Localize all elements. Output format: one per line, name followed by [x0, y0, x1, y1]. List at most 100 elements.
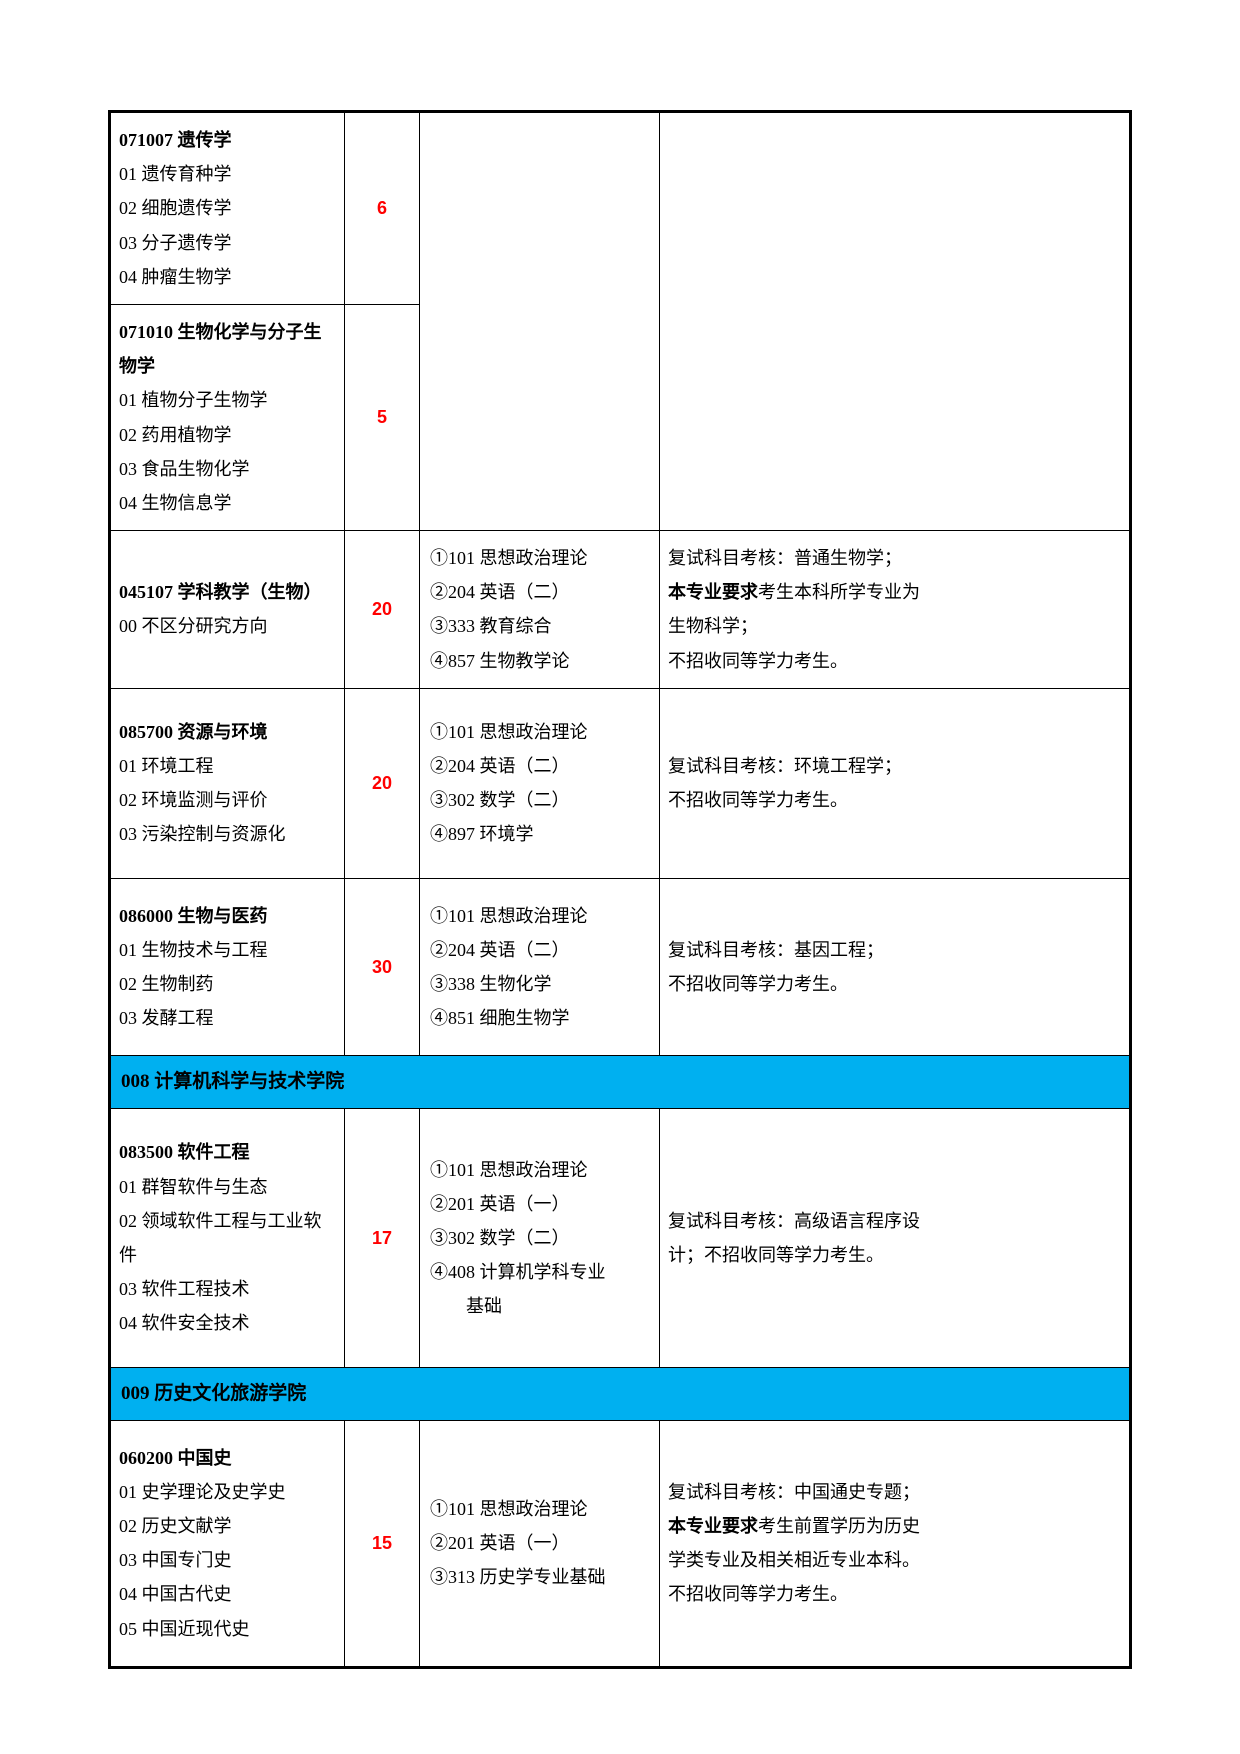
- exam-item: ①101 思想政治理论: [430, 722, 588, 742]
- note-line: 不招收同等学力考生。: [668, 651, 848, 671]
- direction-item: 02 生物制药: [119, 974, 214, 994]
- direction-item: 01 群智软件与生态: [119, 1177, 268, 1197]
- exam-item: ④851 细胞生物学: [430, 1008, 570, 1028]
- section-header-cell: 009 历史文化旅游学院: [110, 1367, 1131, 1420]
- count-cell: 20: [345, 688, 420, 878]
- exam-cell: ①101 思想政治理论 ②204 英语（二） ③333 教育综合 ④857 生物…: [420, 531, 660, 689]
- exam-item: ①101 思想政治理论: [430, 1160, 588, 1180]
- direction-item: 03 食品生物化学: [119, 459, 250, 479]
- exam-item: ③302 数学（二）: [430, 790, 570, 810]
- major-code-title: 071010 生物化学与分子生物学: [119, 322, 322, 376]
- note-line: 生物科学；: [668, 616, 758, 636]
- count-cell: 17: [345, 1109, 420, 1367]
- note-line: 不招收同等学力考生。: [668, 790, 848, 810]
- direction-item: 01 遗传育种学: [119, 164, 232, 184]
- major-code-title: 071007 遗传学: [119, 130, 232, 150]
- exam-cell: [420, 112, 660, 531]
- note-line: 计；不招收同等学力考生。: [668, 1245, 884, 1265]
- table-row: 086000 生物与医药 01 生物技术与工程 02 生物制药 03 发酵工程 …: [110, 878, 1131, 1056]
- major-cell: 071007 遗传学 01 遗传育种学 02 细胞遗传学 03 分子遗传学 04…: [110, 112, 345, 305]
- direction-item: 02 历史文献学: [119, 1516, 232, 1536]
- exam-item: ③313 历史学专业基础: [430, 1567, 606, 1587]
- major-code-title: 060200 中国史: [119, 1448, 232, 1468]
- direction-item: 01 史学理论及史学史: [119, 1482, 286, 1502]
- direction-item: 04 中国古代史: [119, 1584, 232, 1604]
- admission-table: 071007 遗传学 01 遗传育种学 02 细胞遗传学 03 分子遗传学 04…: [108, 110, 1132, 1669]
- direction-item: 01 环境工程: [119, 756, 214, 776]
- exam-item: ②201 英语（一）: [430, 1533, 570, 1553]
- direction-item: 02 细胞遗传学: [119, 198, 232, 218]
- major-cell: 083500 软件工程 01 群智软件与生态 02 领域软件工程与工业软件 03…: [110, 1109, 345, 1367]
- count-cell: 5: [345, 304, 420, 530]
- notes-cell: [660, 112, 1131, 531]
- section-row: 008 计算机科学与技术学院: [110, 1056, 1131, 1109]
- note-line: 复试科目考核：环境工程学；: [668, 756, 902, 776]
- count-cell: 15: [345, 1420, 420, 1667]
- major-code-title: 045107 学科教学（生物）: [119, 582, 322, 602]
- table-row: 045107 学科教学（生物） 00 不区分研究方向 20 ①101 思想政治理…: [110, 531, 1131, 689]
- exam-item: ①101 思想政治理论: [430, 548, 588, 568]
- major-code-title: 083500 软件工程: [119, 1142, 250, 1162]
- major-cell: 060200 中国史 01 史学理论及史学史 02 历史文献学 03 中国专门史…: [110, 1420, 345, 1667]
- direction-item: 03 软件工程技术: [119, 1279, 250, 1299]
- exam-cell: ①101 思想政治理论 ②201 英语（一） ③313 历史学专业基础: [420, 1420, 660, 1667]
- major-cell: 045107 学科教学（生物） 00 不区分研究方向: [110, 531, 345, 689]
- exam-cell: ①101 思想政治理论 ②204 英语（二） ③302 数学（二） ④897 环…: [420, 688, 660, 878]
- exam-item: ②204 英语（二）: [430, 582, 570, 602]
- direction-item: 02 药用植物学: [119, 425, 232, 445]
- note-line: 考生本科所学专业为: [758, 582, 920, 602]
- notes-cell: 复试科目考核：高级语言程序设 计；不招收同等学力考生。: [660, 1109, 1131, 1367]
- major-cell: 086000 生物与医药 01 生物技术与工程 02 生物制药 03 发酵工程: [110, 878, 345, 1056]
- table-row: 085700 资源与环境 01 环境工程 02 环境监测与评价 03 污染控制与…: [110, 688, 1131, 878]
- table-row: 071007 遗传学 01 遗传育种学 02 细胞遗传学 03 分子遗传学 04…: [110, 112, 1131, 305]
- major-cell: 085700 资源与环境 01 环境工程 02 环境监测与评价 03 污染控制与…: [110, 688, 345, 878]
- count-cell: 30: [345, 878, 420, 1056]
- exam-item: ③338 生物化学: [430, 974, 552, 994]
- major-code-title: 085700 资源与环境: [119, 722, 268, 742]
- direction-item: 01 植物分子生物学: [119, 390, 268, 410]
- major-code-title: 086000 生物与医药: [119, 906, 268, 926]
- section-header-cell: 008 计算机科学与技术学院: [110, 1056, 1131, 1109]
- exam-cell: ①101 思想政治理论 ②204 英语（二） ③338 生物化学 ④851 细胞…: [420, 878, 660, 1056]
- exam-item: ④408 计算机学科专业: [430, 1262, 606, 1282]
- section-row: 009 历史文化旅游学院: [110, 1367, 1131, 1420]
- notes-cell: 复试科目考核：环境工程学； 不招收同等学力考生。: [660, 688, 1131, 878]
- exam-item: ④857 生物教学论: [430, 651, 570, 671]
- exam-item: ②204 英语（二）: [430, 756, 570, 776]
- count-cell: 20: [345, 531, 420, 689]
- exam-item: ③333 教育综合: [430, 616, 552, 636]
- note-line: 复试科目考核：中国通史专题；: [668, 1482, 920, 1502]
- exam-cell: ①101 思想政治理论 ②201 英语（一） ③302 数学（二） ④408 计…: [420, 1109, 660, 1367]
- exam-item-indent: 基础: [430, 1296, 502, 1316]
- table-row: 083500 软件工程 01 群智软件与生态 02 领域软件工程与工业软件 03…: [110, 1109, 1131, 1367]
- direction-item: 01 生物技术与工程: [119, 940, 268, 960]
- note-bold: 本专业要求: [668, 582, 758, 602]
- direction-item: 03 分子遗传学: [119, 233, 232, 253]
- note-line: 复试科目考核：基因工程；: [668, 940, 884, 960]
- direction-item: 02 领域软件工程与工业软件: [119, 1211, 322, 1265]
- note-line: 复试科目考核：高级语言程序设: [668, 1211, 920, 1231]
- exam-item: ③302 数学（二）: [430, 1228, 570, 1248]
- note-line: 不招收同等学力考生。: [668, 974, 848, 994]
- notes-cell: 复试科目考核：中国通史专题； 本专业要求考生前置学历为历史 学类专业及相关相近专…: [660, 1420, 1131, 1667]
- note-line: 学类专业及相关相近专业本科。: [668, 1550, 920, 1570]
- major-cell: 071010 生物化学与分子生物学 01 植物分子生物学 02 药用植物学 03…: [110, 304, 345, 530]
- direction-item: 03 污染控制与资源化: [119, 824, 286, 844]
- note-line: 考生前置学历为历史: [758, 1516, 920, 1536]
- direction-item: 00 不区分研究方向: [119, 616, 268, 636]
- exam-item: ①101 思想政治理论: [430, 1499, 588, 1519]
- exam-item: ①101 思想政治理论: [430, 906, 588, 926]
- direction-item: 04 软件安全技术: [119, 1313, 250, 1333]
- exam-item: ②201 英语（一）: [430, 1194, 570, 1214]
- exam-item: ②204 英语（二）: [430, 940, 570, 960]
- note-line: 复试科目考核：普通生物学；: [668, 548, 902, 568]
- direction-item: 02 环境监测与评价: [119, 790, 268, 810]
- direction-item: 03 发酵工程: [119, 1008, 214, 1028]
- direction-item: 03 中国专门史: [119, 1550, 232, 1570]
- direction-item: 04 肿瘤生物学: [119, 267, 232, 287]
- note-bold: 本专业要求: [668, 1516, 758, 1536]
- count-cell: 6: [345, 112, 420, 305]
- note-line: 不招收同等学力考生。: [668, 1584, 848, 1604]
- notes-cell: 复试科目考核：基因工程； 不招收同等学力考生。: [660, 878, 1131, 1056]
- notes-cell: 复试科目考核：普通生物学； 本专业要求考生本科所学专业为 生物科学； 不招收同等…: [660, 531, 1131, 689]
